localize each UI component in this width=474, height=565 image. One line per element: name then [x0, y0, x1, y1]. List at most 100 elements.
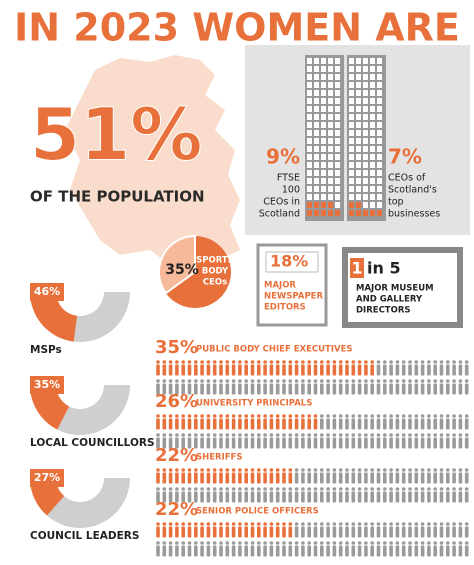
window — [321, 210, 326, 216]
person-head — [187, 541, 192, 545]
window — [370, 178, 375, 184]
window — [328, 146, 333, 152]
person-head — [231, 487, 236, 491]
person-body — [175, 383, 179, 395]
person-head — [320, 360, 324, 364]
window — [349, 202, 354, 208]
person-body — [401, 491, 406, 503]
person-head — [332, 522, 337, 526]
window — [363, 170, 368, 176]
person-head — [464, 379, 469, 383]
person-body — [162, 472, 167, 484]
person-head — [313, 487, 318, 491]
window — [363, 146, 368, 152]
window — [314, 202, 319, 208]
window — [377, 90, 382, 96]
person-body — [313, 383, 318, 395]
person-head — [263, 468, 267, 472]
person-head — [175, 433, 179, 437]
person-body — [395, 545, 400, 557]
newspaper-text: NEWSPAPER — [264, 292, 323, 302]
person-head — [320, 541, 324, 545]
person-body — [326, 491, 330, 503]
person-head — [433, 360, 438, 364]
person-head — [464, 522, 469, 526]
person-body — [364, 437, 368, 449]
person-body — [225, 383, 230, 395]
person-head — [162, 379, 167, 383]
person-body — [156, 383, 160, 395]
person-head — [307, 360, 312, 364]
person-body — [320, 418, 324, 430]
gauge-value: 35% — [34, 378, 60, 391]
window — [377, 106, 382, 112]
person-head — [282, 379, 286, 383]
person-body — [401, 437, 406, 449]
window — [363, 210, 368, 216]
person-head — [338, 541, 343, 545]
person-body — [395, 437, 400, 449]
newspaper-text: MAJOR — [264, 281, 296, 291]
person-body — [225, 418, 230, 430]
person-body — [156, 364, 160, 376]
person-body — [370, 364, 374, 376]
person-body — [338, 472, 343, 484]
person-body — [250, 364, 255, 376]
person-head — [446, 541, 450, 545]
person-head — [282, 522, 286, 526]
person-head — [383, 360, 387, 364]
tower-text: FTSE — [277, 173, 300, 184]
person-head — [383, 379, 387, 383]
gauge-label-box — [30, 283, 64, 301]
person-head — [156, 541, 160, 545]
gauge-value: 27% — [34, 471, 60, 484]
window — [307, 210, 312, 216]
person-body — [257, 472, 261, 484]
person-body — [446, 545, 450, 557]
person-body — [294, 526, 299, 538]
pie-text: SPORTS — [196, 256, 234, 266]
person-body — [464, 545, 469, 557]
window — [370, 74, 375, 80]
person-body — [219, 383, 223, 395]
person-body — [452, 437, 456, 449]
person-body — [414, 364, 419, 376]
museum-badge — [350, 258, 364, 278]
person-head — [458, 522, 463, 526]
person-body — [282, 472, 286, 484]
window — [328, 178, 333, 184]
person-body — [370, 437, 374, 449]
window — [356, 178, 361, 184]
person-head — [225, 522, 230, 526]
person-head — [408, 468, 412, 472]
person-body — [464, 383, 469, 395]
person-body — [433, 545, 437, 557]
person-body — [301, 472, 305, 484]
person-body — [238, 383, 242, 395]
person-body — [433, 491, 437, 503]
person-head — [269, 379, 274, 383]
person-body — [408, 383, 412, 395]
person-body — [351, 472, 356, 484]
person-head — [439, 522, 444, 526]
person-head — [181, 522, 185, 526]
person-body — [168, 526, 173, 538]
person-head — [288, 541, 293, 545]
person-body — [370, 383, 374, 395]
window — [328, 162, 333, 168]
person-head — [212, 433, 217, 437]
person-head — [175, 468, 179, 472]
person-head — [370, 379, 375, 383]
window — [307, 170, 312, 176]
person-head — [351, 487, 356, 491]
window — [314, 194, 319, 200]
person-head — [263, 487, 267, 491]
person-body — [212, 364, 217, 376]
person-body — [427, 437, 431, 449]
window — [335, 90, 340, 96]
person-body — [181, 526, 185, 538]
window — [356, 202, 361, 208]
person-body — [275, 491, 280, 503]
person-head — [168, 414, 173, 418]
person-body — [250, 472, 255, 484]
